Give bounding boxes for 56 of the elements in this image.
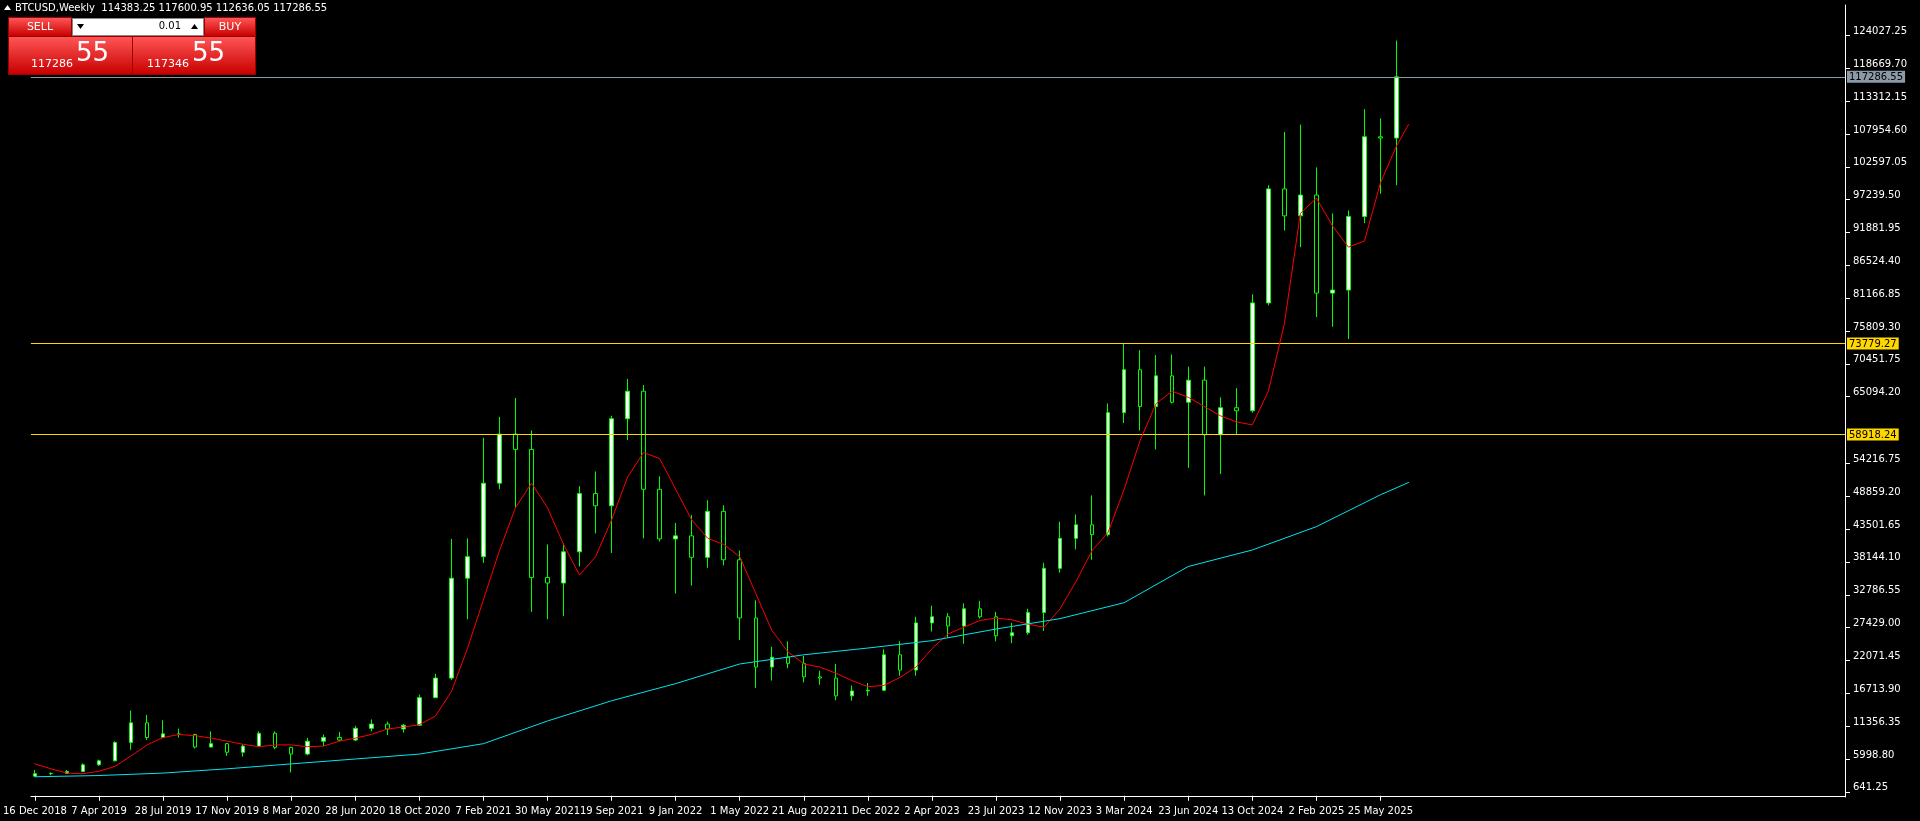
y-tick-label: 48859.20 <box>1853 485 1901 497</box>
x-tick-label: 23 Jun 2024 <box>1158 804 1219 816</box>
x-tick-label: 11 Dec 2022 <box>835 804 900 816</box>
y-tick-label: 124027.25 <box>1853 24 1908 36</box>
y-tick-label: 97239.50 <box>1853 189 1901 201</box>
annotation: BUY <box>204 17 256 37</box>
annotation: 55 <box>76 37 110 67</box>
x-tick-label: 9 Jan 2022 <box>648 804 703 816</box>
annotation: 117286 <box>31 57 73 70</box>
y-tick-label: 27429.00 <box>1853 617 1901 629</box>
y-tick-label: 43501.65 <box>1853 518 1901 530</box>
y-tick-label: 81166.85 <box>1853 287 1901 299</box>
x-tick-label: 28 Jul 2019 <box>134 804 192 816</box>
y-tick-label: 22071.45 <box>1853 649 1901 661</box>
x-tick-label: 17 Nov 2019 <box>195 804 260 816</box>
annotation: 55 <box>192 37 226 67</box>
annotation: SELL <box>8 17 72 37</box>
y-tick-label: 65094.20 <box>1853 386 1901 398</box>
chart-title: BTCUSD,Weekly 114383.25 117600.95 112636.05 117286.55 <box>15 2 328 13</box>
x-tick-label: 1 May 2022 <box>710 804 770 816</box>
y-tick-label: 11356.35 <box>1853 715 1901 727</box>
y-tick-label: 102597.05 <box>1853 156 1908 168</box>
y-tick-label: 38144.10 <box>1853 551 1901 563</box>
x-tick-label: 21 Aug 2022 <box>771 804 836 816</box>
x-tick-label: 18 Oct 2020 <box>388 804 451 816</box>
x-tick-label: 28 Jun 2020 <box>325 804 386 816</box>
y-tick-label: 5998.80 <box>1853 748 1895 760</box>
annotation: 117346 <box>147 57 189 70</box>
y-tick-label: 54216.75 <box>1853 452 1901 464</box>
y-tick-label: 75809.30 <box>1853 320 1901 332</box>
y-tick-label: 16713.90 <box>1853 682 1901 694</box>
annotation: 0.01 <box>158 20 181 31</box>
x-tick-label: 7 Apr 2019 <box>71 804 127 816</box>
y-tick-label: 70451.75 <box>1853 353 1901 365</box>
y-tick-label: 107954.60 <box>1853 123 1908 135</box>
x-tick-label: 25 May 2025 <box>1347 804 1414 816</box>
x-tick-label: 30 May 2021 <box>514 804 581 816</box>
y-tick-label: 91881.95 <box>1853 222 1901 234</box>
x-tick-label: 8 Mar 2020 <box>262 804 320 816</box>
x-tick-label: 16 Dec 2018 <box>3 804 67 816</box>
x-tick-label: 3 Mar 2024 <box>1095 804 1153 816</box>
x-tick-label: 13 Oct 2024 <box>1221 804 1284 816</box>
y-tick-label: 113312.15 <box>1853 90 1908 102</box>
x-tick-label: 2 Apr 2023 <box>904 804 960 816</box>
y-tick-label: 118669.70 <box>1853 57 1908 69</box>
ref-line-label: 73779.27 <box>1849 338 1897 349</box>
ref-line-label: 58918.24 <box>1849 429 1897 441</box>
ref-line-label: 117286.55 <box>1849 71 1904 83</box>
x-tick-label: 2 Feb 2025 <box>1288 804 1345 816</box>
y-tick-label: 86524.40 <box>1853 254 1901 266</box>
x-tick-label: 12 Nov 2023 <box>1028 804 1093 816</box>
x-tick-label: 7 Feb 2021 <box>455 804 512 816</box>
y-tick-label: 641.25 <box>1853 781 1888 793</box>
x-tick-label: 19 Sep 2021 <box>579 804 644 816</box>
x-tick-label: 23 Jul 2023 <box>967 804 1025 816</box>
y-tick-label: 32786.55 <box>1853 584 1901 596</box>
